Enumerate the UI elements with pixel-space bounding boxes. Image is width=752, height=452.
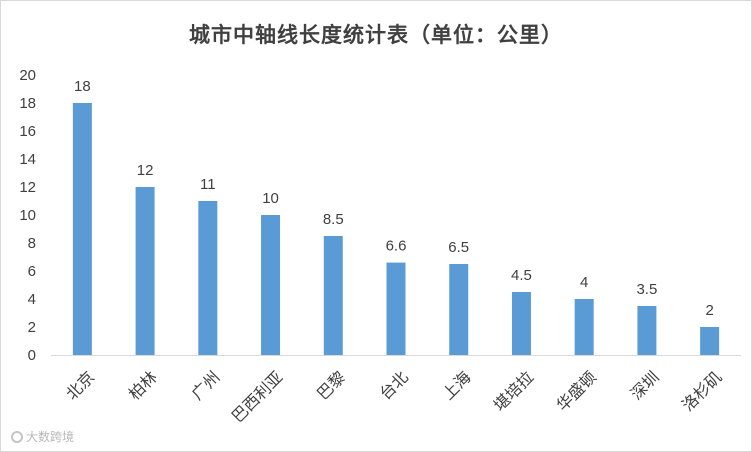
bar — [637, 306, 657, 355]
y-tick-label: 4 — [28, 291, 36, 308]
y-tick-label: 0 — [28, 347, 36, 364]
bar — [386, 262, 406, 355]
y-tick-label: 16 — [19, 123, 36, 140]
x-tick-label: 广州 — [188, 367, 224, 403]
y-tick-label: 20 — [19, 67, 36, 84]
x-tick-label: 深圳 — [627, 367, 663, 403]
data-label: 10 — [262, 190, 279, 207]
data-label: 8.5 — [323, 211, 344, 228]
watermark-logo-icon — [11, 430, 23, 443]
data-label: 6.6 — [386, 238, 407, 255]
x-tick-label: 洛杉矶 — [678, 367, 725, 414]
watermark: 大数跨境 — [11, 428, 74, 445]
y-tick-label: 12 — [19, 179, 36, 196]
bar — [449, 264, 469, 355]
x-tick-label: 巴黎 — [313, 367, 349, 403]
y-tick-label: 2 — [28, 319, 36, 336]
chart-title: 城市中轴线长度统计表（单位：公里） — [189, 22, 563, 47]
bar — [323, 236, 343, 355]
data-label: 11 — [200, 176, 216, 193]
y-tick-label: 10 — [19, 207, 36, 224]
x-tick-label: 堪培拉 — [490, 367, 537, 414]
x-tick-label: 台北 — [376, 367, 412, 403]
x-tick-label: 华盛顿 — [553, 367, 600, 414]
data-label: 12 — [137, 162, 154, 179]
x-tick-label: 柏林 — [125, 367, 161, 403]
y-tick-label: 18 — [19, 95, 36, 112]
x-tick-label: 巴西利亚 — [228, 367, 287, 426]
x-tick-label: 北京 — [62, 367, 98, 403]
watermark-text: 大数跨境 — [26, 430, 75, 444]
bar — [511, 292, 531, 355]
y-tick-label: 14 — [19, 151, 36, 168]
data-label: 6.5 — [448, 239, 469, 256]
data-label: 2 — [705, 302, 713, 319]
bar — [261, 215, 281, 355]
bar — [72, 103, 92, 355]
data-label: 4 — [580, 274, 588, 291]
bar — [574, 299, 594, 355]
y-tick-label: 6 — [28, 263, 36, 280]
data-label: 4.5 — [511, 267, 532, 284]
y-tick-label: 8 — [28, 235, 36, 252]
bar — [198, 201, 218, 355]
x-tick-label: 上海 — [439, 367, 475, 403]
bar — [135, 187, 155, 355]
bar — [700, 327, 720, 355]
data-label: 18 — [74, 78, 91, 95]
data-label: 3.5 — [636, 281, 657, 298]
